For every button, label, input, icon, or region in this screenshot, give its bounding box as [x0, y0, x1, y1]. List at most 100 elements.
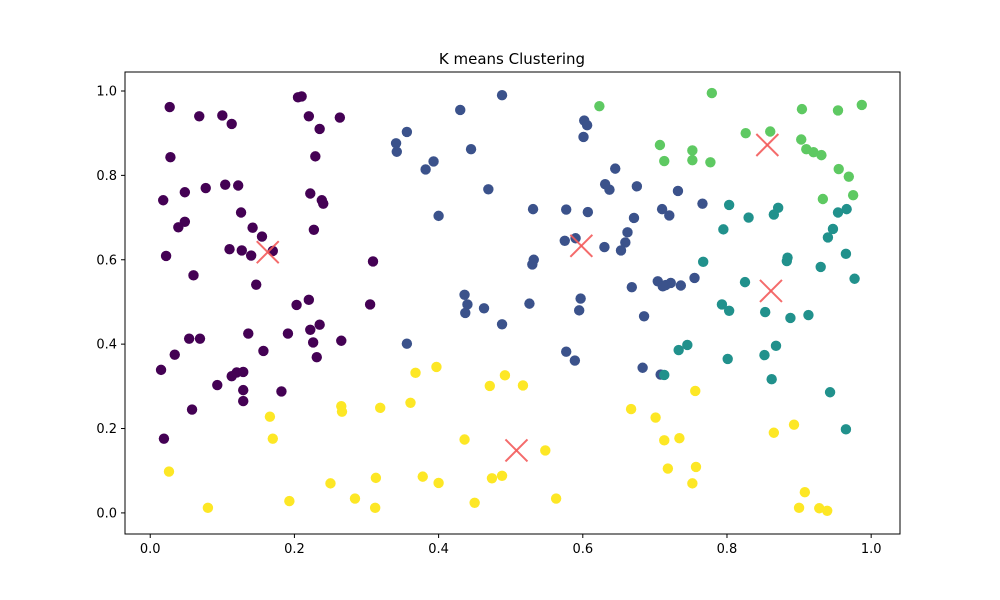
cluster-3-point-1 — [594, 100, 605, 112]
cluster-3-point-2 — [796, 103, 808, 115]
cluster-0-point-52 — [238, 384, 249, 396]
cluster-4-point-28 — [433, 477, 444, 489]
cluster-2-point-14 — [739, 276, 751, 288]
cluster-0-point-34 — [364, 299, 376, 310]
cluster-2-point-21 — [682, 339, 693, 351]
cluster-4-point-23 — [417, 471, 428, 482]
cluster-1-point-39 — [626, 281, 638, 293]
cluster-4-point-16 — [459, 434, 470, 445]
cluster-0-point-56 — [158, 433, 170, 444]
cluster-2-point-6 — [827, 223, 839, 235]
cluster-4-point-29 — [687, 478, 698, 489]
cluster-4-point-39 — [821, 505, 833, 516]
cluster-0-point-43 — [307, 337, 319, 348]
cluster-1-point-4 — [401, 126, 413, 138]
cluster-4-point-1 — [410, 367, 421, 379]
centroid-marker-2 — [759, 279, 783, 303]
cluster-4-point-30 — [799, 487, 811, 498]
cluster-1-point-45 — [573, 305, 585, 316]
cluster-1-point-25 — [622, 227, 633, 238]
cluster-0-point-33 — [291, 299, 302, 311]
cluster-1-point-5 — [578, 131, 589, 143]
cluster-2-point-18 — [759, 306, 771, 318]
plot-frame — [124, 71, 901, 535]
cluster-3-point-12 — [687, 145, 698, 156]
centroid-marker-1 — [569, 234, 594, 258]
cluster-3-point-15 — [705, 157, 716, 168]
cluster-1-point-13 — [604, 184, 615, 195]
cluster-3-point-3 — [832, 105, 844, 116]
cluster-3-point-14 — [659, 155, 670, 167]
cluster-1-point-46 — [460, 307, 471, 319]
cluster-1-point-42 — [575, 293, 586, 304]
centroid-marker-4 — [504, 438, 529, 463]
cluster-0-point-5 — [296, 91, 307, 102]
cluster-2-point-3 — [768, 209, 780, 220]
cluster-1-point-27 — [570, 233, 581, 244]
cluster-1-point-51 — [569, 355, 581, 366]
cluster-0-point-8 — [334, 112, 346, 123]
cluster-2-point-24 — [759, 349, 770, 361]
cluster-1-point-24 — [628, 212, 640, 224]
cluster-2-point-12 — [697, 256, 709, 268]
cluster-4-point-32 — [550, 493, 562, 504]
cluster-1-point-28 — [620, 237, 631, 248]
cluster-1-point-20 — [582, 206, 594, 218]
cluster-2-point-17 — [723, 305, 735, 317]
cluster-1-point-48 — [496, 319, 508, 330]
cluster-1-point-26 — [559, 235, 570, 246]
centroid-marker-3 — [755, 133, 780, 157]
x-tick-label: 0.0 — [140, 542, 161, 557]
cluster-4-point-35 — [202, 502, 214, 514]
cluster-1-point-23 — [433, 210, 444, 222]
x-tick-label: 0.6 — [572, 542, 593, 557]
y-tick-label: 0.2 — [96, 422, 117, 437]
cluster-2-point-4 — [841, 203, 852, 215]
cluster-2-point-8 — [718, 224, 729, 235]
cluster-2-point-10 — [781, 255, 793, 267]
cluster-0-point-39 — [314, 319, 325, 330]
cluster-2-point-2 — [743, 212, 754, 223]
cluster-0-point-28 — [245, 250, 257, 261]
cluster-1-point-29 — [615, 245, 627, 256]
cluster-0-point-19 — [235, 207, 247, 218]
cluster-0-point-18 — [158, 195, 169, 206]
y-tick-label: 0.4 — [96, 338, 117, 353]
cluster-2-point-5 — [832, 207, 844, 218]
cluster-2-point-19 — [785, 312, 796, 324]
cluster-0-point-50 — [226, 371, 237, 382]
cluster-1-point-3 — [581, 119, 593, 131]
cluster-2-point-0 — [723, 199, 735, 211]
cluster-4-point-36 — [369, 502, 381, 514]
cluster-4-point-6 — [405, 397, 416, 408]
cluster-1-point-0 — [496, 90, 508, 101]
cluster-3-point-8 — [654, 139, 666, 151]
cluster-1-point-7 — [391, 146, 402, 157]
cluster-0-point-14 — [179, 187, 191, 198]
y-tick-label: 0.6 — [96, 253, 117, 268]
cluster-1-point-50 — [561, 346, 572, 357]
cluster-1-point-11 — [610, 163, 621, 174]
cluster-1-point-17 — [697, 198, 708, 209]
cluster-0-point-26 — [236, 245, 247, 256]
cluster-4-point-9 — [336, 406, 348, 417]
cluster-4-point-12 — [650, 412, 661, 423]
cluster-3-point-5 — [765, 126, 776, 137]
centroid-stroke — [504, 438, 529, 463]
cluster-2-point-20 — [803, 309, 814, 321]
cluster-0-point-1 — [194, 111, 205, 122]
cluster-4-point-25 — [486, 473, 498, 484]
cluster-2-point-23 — [770, 340, 782, 352]
y-tick-label: 0.0 — [96, 506, 117, 521]
cluster-0-point-23 — [308, 224, 320, 235]
cluster-0-point-32 — [303, 294, 315, 306]
cluster-4-point-21 — [662, 463, 674, 474]
cluster-0-point-22 — [247, 222, 258, 233]
cluster-3-point-18 — [847, 190, 859, 201]
cluster-4-point-8 — [375, 402, 386, 414]
cluster-1-point-35 — [689, 272, 700, 284]
cluster-0-point-55 — [186, 404, 198, 415]
cluster-4-point-15 — [267, 433, 278, 444]
